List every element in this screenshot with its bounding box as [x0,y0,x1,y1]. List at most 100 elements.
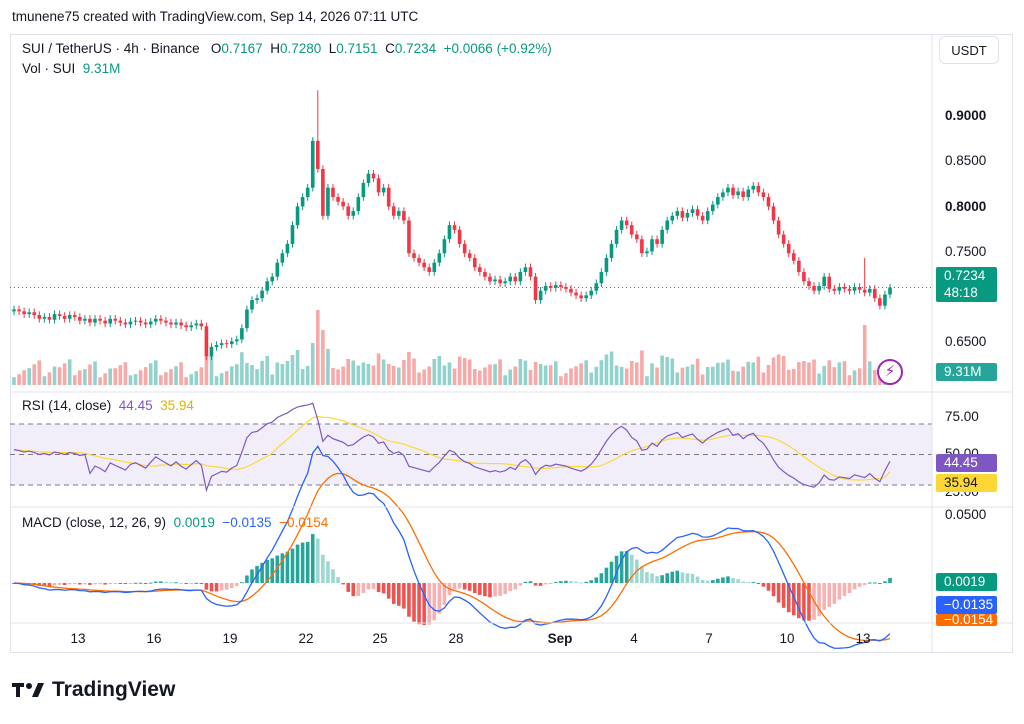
macd-histogram-bar [381,583,386,594]
macd-histogram-bar [305,541,310,583]
rsi-legend: RSI (14, close) 44.45 35.94 [22,398,194,413]
macd-histogram-bar [660,575,664,583]
candle [488,276,492,282]
macd-histogram-bar [716,578,720,583]
volume-bar [478,370,482,385]
price-tick: 0.8000 [945,199,987,214]
volume-bar [295,350,300,385]
candle [78,316,82,321]
volume-bar [22,370,26,385]
volume-bar [528,370,533,385]
volume-bar [543,365,548,385]
macd-histogram-bar [402,583,406,609]
macd-histogram-bar [736,579,740,583]
macd-histogram-bar [98,583,102,585]
macd-histogram-bar [852,583,857,590]
volume-bar [27,368,31,385]
candle [559,285,563,287]
macd-histogram-bar [847,583,852,594]
volume-bar [736,371,740,385]
candle [518,271,523,282]
lightning-icon[interactable]: ⚡ [877,359,903,385]
volume-bar [584,360,588,385]
macd-histogram-bar [700,579,705,583]
macd-histogram-bar [265,559,269,583]
candle [346,206,350,216]
candle [797,260,801,272]
candle [776,220,781,235]
symbol-title: SUI / TetherUS · 4h · Binance [22,41,200,56]
candle [609,243,614,258]
candle [472,257,477,268]
rsi-value: 44.45 [118,398,153,413]
tradingview-logo: TradingView [12,678,175,702]
candle [224,343,229,345]
macd-histogram-bar [705,580,710,583]
macd-histogram-bar [250,569,254,583]
time-axis-label: 4 [630,631,638,646]
close-label: C [385,41,395,56]
volume-bar [776,354,781,385]
volume-bar [503,375,507,385]
candle [57,314,62,316]
volume-bar [184,377,188,385]
candle [523,267,528,272]
candle [817,286,821,291]
candle [645,251,649,254]
macd-histogram-bar [133,582,138,584]
candle [326,187,330,216]
candle [462,243,467,254]
candle [88,318,92,323]
macd-histogram-bar [397,583,401,606]
volume-bar [153,360,158,385]
candle [331,187,335,198]
volume-bar [508,369,513,385]
macd-line-tag: −0.0135 [936,596,997,614]
volume-legend: Vol · SUI 9.31M [22,61,120,76]
time-axis-label: 13 [855,631,871,646]
macd-histogram-bar [240,582,244,584]
macd-histogram-bar [326,561,330,583]
candle [32,312,37,316]
candle [437,253,442,263]
candle [72,315,77,317]
symbol-legend: SUI / TetherUS · 4h · Binance O0.7167 H0… [22,41,552,56]
macd-histogram-bar [341,583,345,585]
macd-histogram-bar [771,583,776,597]
volume-bar [103,373,107,385]
macd-histogram-bar [412,583,416,622]
currency-button[interactable]: USDT [939,36,999,64]
volume-bar [695,358,700,385]
time-axis-label: 19 [222,631,238,646]
candle [143,322,148,325]
candle [316,140,320,169]
volume-bar [326,349,330,385]
volume-bar [710,366,715,385]
macd-histogram-bar [62,583,67,586]
candle [574,292,578,296]
macd-signal-line [13,472,891,642]
rsi-ma-tag: 35.94 [936,474,997,492]
candle [604,257,609,272]
macd-histogram-bar [640,566,644,583]
volume-bar [78,370,82,385]
candle [670,215,675,221]
volume-bar [98,377,102,385]
macd-label: MACD (close, 12, 26, 9) [22,515,167,530]
volume-bar [397,367,401,385]
volume-bar [807,362,811,385]
volume-bar [255,369,259,385]
macd-histogram-bar [675,570,680,583]
macd-histogram-bar [123,583,128,584]
macd-histogram-bar [827,583,832,607]
macd-histogram-bar [457,583,462,589]
candle [391,206,396,216]
candle [786,243,791,254]
candle [731,187,735,196]
macd-histogram-bar [842,583,847,597]
macd-histogram-bar [478,583,482,595]
volume-bar [199,367,204,385]
macd-histogram-bar [695,576,700,583]
time-axis-label: Sep [547,631,573,646]
